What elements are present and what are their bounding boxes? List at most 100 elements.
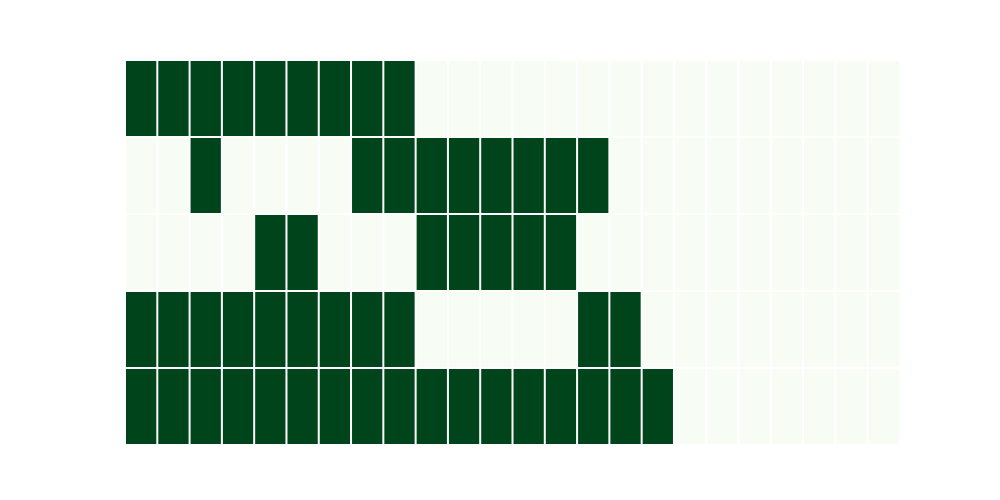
heatmap-cell-r0-c7 xyxy=(352,61,383,136)
heatmap-cell-r0-c8 xyxy=(384,61,415,136)
heatmap-cell-r4-c19 xyxy=(739,369,770,444)
heatmap-cell-r2-c20 xyxy=(771,215,803,290)
heatmap-cell-r4-c18 xyxy=(707,369,738,444)
heatmap-cell-r1-c9 xyxy=(416,138,447,213)
heatmap-cell-r2-c11 xyxy=(481,215,512,290)
heatmap-cell-r4-c4 xyxy=(255,369,286,444)
heatmap-cell-r0-c19 xyxy=(739,61,770,136)
heatmap-cell-r4-c23 xyxy=(868,369,899,444)
heatmap-cell-r0-c9 xyxy=(416,61,447,136)
heatmap-cell-r1-c3 xyxy=(222,138,254,213)
heatmap-cell-r1-c21 xyxy=(804,138,835,213)
heatmap-cell-r3-c19 xyxy=(739,292,770,367)
heatmap-cell-r1-c2 xyxy=(190,138,221,213)
heatmap-cell-r4-c13 xyxy=(545,369,577,444)
heatmap-cell-r2-c2 xyxy=(190,215,221,290)
heatmap-cell-r1-c4 xyxy=(255,138,286,213)
heatmap-cell-r4-c14 xyxy=(578,369,609,444)
heatmap-cell-r0-c18 xyxy=(707,61,738,136)
heatmap-cell-r1-c11 xyxy=(481,138,512,213)
heatmap-cell-r2-c14 xyxy=(578,215,609,290)
heatmap-cell-r0-c16 xyxy=(642,61,673,136)
heatmap-cell-r4-c16 xyxy=(642,369,673,444)
heatmap-cell-r0-c12 xyxy=(513,61,544,136)
heatmap-cells xyxy=(126,61,899,444)
heatmap-cell-r4-c22 xyxy=(836,369,867,444)
heatmap-cell-r1-c12 xyxy=(513,138,544,213)
heatmap-cell-r4-c1 xyxy=(158,369,189,444)
heatmap-cell-r1-c7 xyxy=(352,138,383,213)
heatmap-cell-r4-c6 xyxy=(319,369,351,444)
heatmap-cell-r1-c20 xyxy=(771,138,803,213)
heatmap-cell-r4-c20 xyxy=(771,369,803,444)
heatmap-cell-r0-c22 xyxy=(836,61,867,136)
heatmap-cell-r2-c8 xyxy=(384,215,415,290)
heatmap-cell-r3-c16 xyxy=(642,292,673,367)
heatmap-cell-r0-c6 xyxy=(319,61,351,136)
heatmap-cell-r2-c16 xyxy=(642,215,673,290)
heatmap-cell-r4-c0 xyxy=(126,369,157,444)
heatmap-cell-r2-c15 xyxy=(610,215,641,290)
heatmap-cell-r0-c20 xyxy=(771,61,803,136)
heatmap-cell-r0-c10 xyxy=(448,61,480,136)
heatmap-cell-r1-c22 xyxy=(836,138,867,213)
heatmap-cell-r1-c18 xyxy=(707,138,738,213)
heatmap-cell-r2-c9 xyxy=(416,215,447,290)
heatmap-cell-r4-c17 xyxy=(674,369,706,444)
heatmap-cell-r2-c1 xyxy=(158,215,189,290)
heatmap-cell-r1-c6 xyxy=(319,138,351,213)
heatmap-cell-r3-c2 xyxy=(190,292,221,367)
heatmap-cell-r3-c13 xyxy=(545,292,577,367)
heatmap-cell-r3-c23 xyxy=(868,292,899,367)
heatmap-cell-r3-c12 xyxy=(513,292,544,367)
heatmap-cell-r3-c22 xyxy=(836,292,867,367)
heatmap-cell-r0-c13 xyxy=(545,61,577,136)
heatmap-cell-r0-c11 xyxy=(481,61,512,136)
heatmap-cell-r4-c12 xyxy=(513,369,544,444)
heatmap-cell-r2-c6 xyxy=(319,215,351,290)
heatmap-cell-r0-c3 xyxy=(222,61,254,136)
heatmap-cell-r2-c13 xyxy=(545,215,577,290)
heatmap-cell-r4-c9 xyxy=(416,369,447,444)
heatmap-cell-r1-c16 xyxy=(642,138,673,213)
heatmap-cell-r0-c17 xyxy=(674,61,706,136)
heatmap-cell-r3-c1 xyxy=(158,292,189,367)
heatmap-cell-r4-c21 xyxy=(804,369,835,444)
heatmap-cell-r0-c1 xyxy=(158,61,189,136)
heatmap-cell-r4-c5 xyxy=(287,369,318,444)
heatmap-cell-r0-c14 xyxy=(578,61,609,136)
heatmap-cell-r2-c19 xyxy=(739,215,770,290)
heatmap-cell-r4-c10 xyxy=(448,369,480,444)
heatmap-cell-r2-c18 xyxy=(707,215,738,290)
heatmap-cell-r4-c15 xyxy=(610,369,641,444)
heatmap-cell-r1-c23 xyxy=(868,138,899,213)
heatmap-cell-r3-c6 xyxy=(319,292,351,367)
heatmap-cell-r3-c9 xyxy=(416,292,447,367)
heatmap-cell-r4-c2 xyxy=(190,369,221,444)
heatmap-cell-r3-c8 xyxy=(384,292,415,367)
heatmap-cell-r2-c17 xyxy=(674,215,706,290)
heatmap-cell-r3-c4 xyxy=(255,292,286,367)
heatmap-cell-r2-c4 xyxy=(255,215,286,290)
heatmap-cell-r0-c23 xyxy=(868,61,899,136)
heatmap-cell-r3-c15 xyxy=(610,292,641,367)
heatmap-cell-r3-c10 xyxy=(448,292,480,367)
heatmap-cell-r0-c0 xyxy=(126,61,157,136)
heatmap-cell-r0-c4 xyxy=(255,61,286,136)
heatmap-cell-r4-c7 xyxy=(352,369,383,444)
heatmap-cell-r1-c14 xyxy=(578,138,609,213)
heatmap-cell-r4-c8 xyxy=(384,369,415,444)
heatmap-cell-r3-c18 xyxy=(707,292,738,367)
heatmap-cell-r4-c3 xyxy=(222,369,254,444)
heatmap-cell-r1-c10 xyxy=(448,138,480,213)
heatmap-cell-r2-c0 xyxy=(126,215,157,290)
heatmap-cell-r2-c10 xyxy=(448,215,480,290)
heatmap-cell-r3-c17 xyxy=(674,292,706,367)
heatmap-cell-r3-c5 xyxy=(287,292,318,367)
heatmap-cell-r0-c2 xyxy=(190,61,221,136)
heatmap-cell-r3-c7 xyxy=(352,292,383,367)
heatmap-cell-r1-c13 xyxy=(545,138,577,213)
heatmap-cell-r3-c11 xyxy=(481,292,512,367)
heatmap-cell-r3-c21 xyxy=(804,292,835,367)
